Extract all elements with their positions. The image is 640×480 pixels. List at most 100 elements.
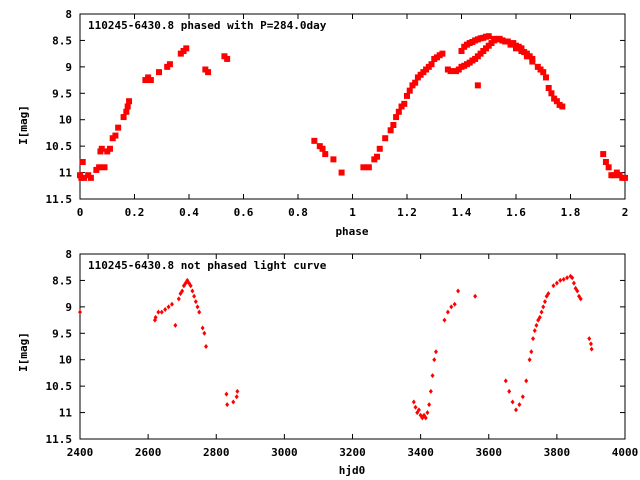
top-x-tick-label: 0 [77,206,84,219]
top-data-points [77,33,628,181]
top-data-point [123,108,130,115]
top-data-point [101,164,108,171]
bottom-x-tick-label: 3800 [544,446,571,459]
bottom-data-point [197,309,202,315]
top-data-point [319,145,326,152]
bottom-data-point [423,415,428,421]
bottom-data-point [234,394,239,400]
top-plot-frame [79,13,626,200]
bottom-data-point [517,402,522,408]
top-data-point [439,50,446,57]
bottom-data-point [571,280,576,286]
bottom-x-tick-label: 3200 [339,446,366,459]
top-data-point [518,45,525,52]
top-data-point [205,69,212,76]
top-data-point [374,153,381,160]
top-x-tick-label: 0.2 [125,206,145,219]
bottom-data-point [554,280,559,286]
bottom-x-tick-label: 3600 [476,446,503,459]
top-data-point [393,114,400,121]
top-x-tick-label: 1.8 [561,206,581,219]
bottom-data-point [514,407,518,413]
top-data-point [115,124,122,131]
bottom-data-point [427,402,432,408]
bottom-data-point [411,399,416,405]
top-data-point [458,48,465,54]
top-x-tick-label: 2 [622,206,629,219]
top-data-point [98,145,105,152]
bottom-data-point [578,296,583,302]
bottom-data-point [224,391,229,397]
top-data-point [126,98,133,105]
bottom-data-point [541,304,546,310]
top-data-point [504,38,511,45]
bottom-chart-title: 110245-6430.8 not phased light curve [88,259,327,272]
top-data-point [183,45,190,52]
bottom-data-point [473,293,478,299]
bottom-x-tick-label: 2800 [203,446,230,459]
bottom-data-point [163,307,168,312]
bottom-data-point [159,309,164,315]
bottom-data-point [527,357,532,363]
top-data-point [330,156,337,163]
top-data-point [540,69,547,76]
bottom-data-point [193,299,198,305]
top-data-point [600,151,607,158]
top-data-point [491,35,498,42]
bottom-data-point [546,291,551,297]
bottom-data-point [575,288,580,294]
bottom-y-tick-label: 9.5 [52,327,72,340]
bottom-data-point [153,314,158,320]
top-ticks: 0 0.2 0.4 0.6 0.8 1 1.2 1.4 1.6 1.8 2 8 8.5 9 9.5 10 10.… [46,8,629,219]
top-data-point [112,132,119,139]
bottom-data-point [430,373,435,379]
bottom-y-tick-label: 8.5 [52,274,72,287]
bottom-data-point [173,322,178,328]
top-data-point [79,159,86,165]
top-y-tick-label: 9.5 [52,87,72,100]
top-x-tick-label: 0.8 [288,206,308,219]
bottom-x-tick-label: 4000 [612,446,639,459]
bottom-data-point [542,299,547,305]
bottom-x-axis-label: hjd0 [339,464,366,477]
bottom-x-tick-label: 3400 [407,446,434,459]
bottom-data-point [529,349,534,355]
top-data-point [376,145,383,152]
bottom-data-point [156,309,161,315]
bottom-data-point [432,357,437,363]
top-data-point [548,90,555,97]
bottom-data-point [445,309,450,315]
top-data-point [311,137,318,144]
bottom-data-point [520,394,525,400]
bottom-data-point [558,277,563,283]
bottom-y-tick-label: 11 [59,407,73,420]
top-data-point [395,108,402,115]
top-y-tick-label: 10 [59,114,72,127]
top-data-point [602,159,609,165]
top-data-point [156,69,163,76]
top-data-point [428,61,435,68]
top-data-point [106,145,113,152]
top-data-point [605,164,612,171]
bottom-data-point [428,388,433,394]
top-data-point [412,79,419,86]
bottom-y-tick-label: 8 [65,248,72,261]
top-y-tick-label: 9 [65,61,72,74]
bottom-y-tick-label: 10.5 [46,380,73,393]
bottom-data-point [588,341,593,347]
bottom-y-tick-label: 10 [59,354,72,367]
top-data-point [406,87,413,94]
bottom-data-point [192,293,197,299]
top-data-point [390,122,397,128]
bottom-data-point [190,288,195,294]
top-y-tick-label: 11.5 [46,193,73,206]
top-y-axis-label: I[mag] [17,105,30,145]
bottom-y-tick-label: 9 [65,301,72,314]
top-x-tick-label: 1.2 [397,206,417,219]
top-data-point [382,135,389,142]
top-x-tick-label: 1.4 [452,206,472,219]
top-x-tick-label: 0.4 [179,206,199,219]
bottom-data-point [452,301,457,307]
bottom-data-point [531,336,536,342]
top-data-point [545,85,552,91]
